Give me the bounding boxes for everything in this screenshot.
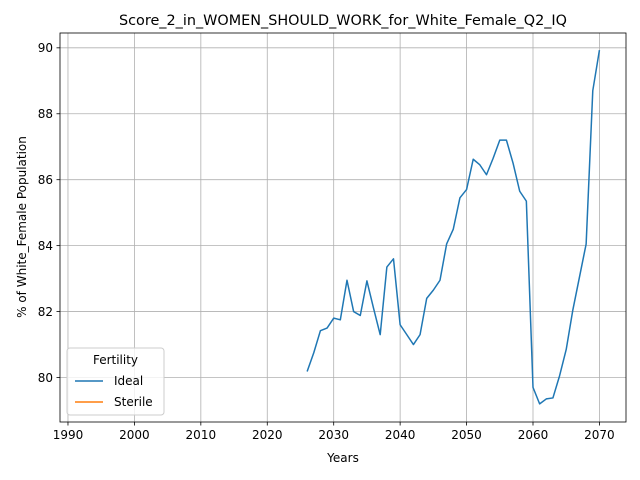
series-line-ideal [306,50,601,405]
legend-label-ideal: Ideal [114,374,143,388]
grid-lines [60,33,626,422]
plot-frame [59,32,627,423]
series-lines [306,50,601,405]
legend-title: Fertility [93,353,138,367]
chart-title: Score_2_in_WOMEN_SHOULD_WORK_for_White_F… [119,13,567,29]
x-tick-label: 2020 [252,428,283,442]
x-axis: 1990 2000 2010 2020 2030 2040 2050 2060 2070 [53,422,615,442]
legend: Fertility Ideal Sterile [66,347,165,416]
x-tick-label: 2040 [385,428,416,442]
y-tick-label: 82 [38,305,53,319]
x-tick-label: 2000 [119,428,150,442]
x-axis-label: Years [326,451,359,465]
x-tick-label: 2010 [186,428,217,442]
x-tick-label: 2050 [451,428,482,442]
x-tick-label: 1990 [53,428,84,442]
y-axis-label: % of White_Female Population [15,136,29,318]
y-axis: 80 82 84 86 88 90 [38,41,60,385]
legend-box [66,347,165,416]
y-tick-label: 84 [38,239,53,253]
y-tick-label: 88 [38,107,53,121]
x-tick-label: 2060 [518,428,549,442]
x-tick-label: 2070 [584,428,615,442]
y-tick-label: 86 [38,173,53,187]
y-tick-label: 80 [38,371,53,385]
y-tick-label: 90 [38,41,53,55]
legend-label-sterile: Sterile [114,395,153,409]
x-tick-label: 2030 [318,428,349,442]
